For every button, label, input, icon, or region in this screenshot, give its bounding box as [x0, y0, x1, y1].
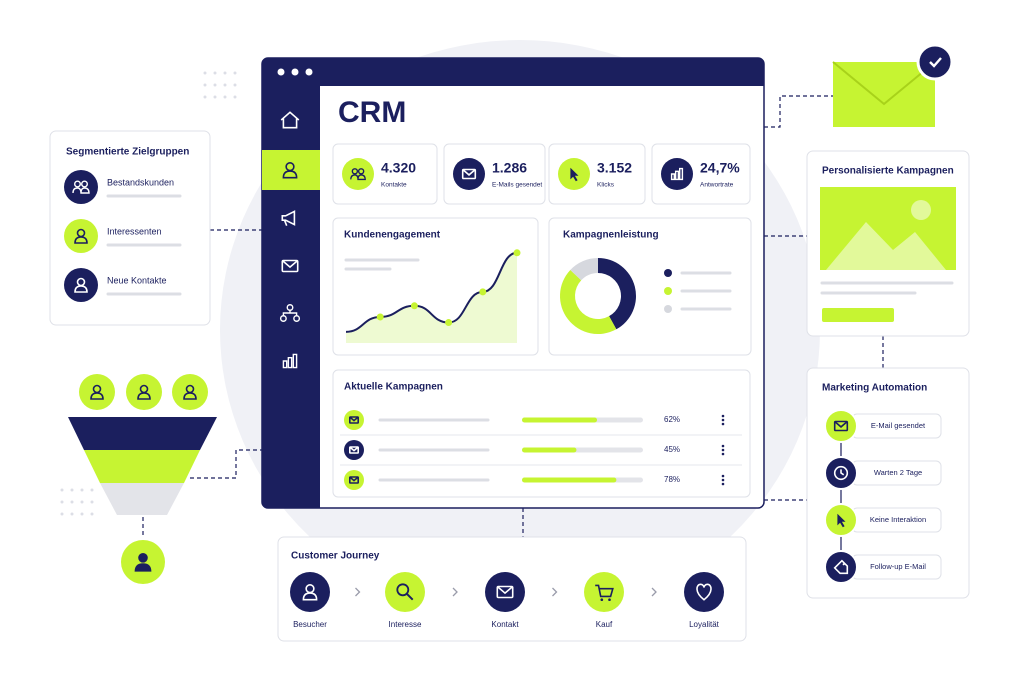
card-title: Customer Journey — [291, 551, 380, 562]
legend-dot — [664, 287, 672, 295]
funnel-bottom — [100, 483, 184, 515]
progress-bar — [522, 477, 617, 483]
chevron — [452, 587, 458, 597]
donut-slice — [598, 258, 636, 330]
kpi-icon-bg — [342, 158, 374, 190]
funnel-people — [79, 374, 208, 410]
kpi-label: E-Mails gesendet — [492, 182, 542, 189]
kebab-dot — [721, 482, 725, 486]
kebab-dot — [721, 418, 725, 422]
card-title: Kampagnenleistung — [563, 230, 659, 241]
kpi-value: 1.286 — [492, 160, 527, 176]
legend-dot — [664, 269, 672, 277]
image-sun — [911, 200, 931, 220]
kebab-dot — [721, 414, 725, 418]
chevron — [355, 587, 361, 597]
progress-label: 62% — [664, 415, 680, 424]
step-label: Warten 2 Tage — [874, 468, 922, 477]
journey-label: Interesse — [389, 620, 422, 629]
kebab-dot — [721, 448, 725, 452]
connectors — [142, 95, 884, 538]
kpi-label: Klicks — [597, 182, 615, 189]
legend-dot — [664, 305, 672, 313]
kpi-label: Antwortrate — [700, 182, 734, 189]
line-point — [410, 302, 418, 310]
kebab-dot — [721, 478, 725, 482]
sidebar — [262, 86, 320, 508]
donut-slice — [570, 258, 598, 281]
journey-icon-bg — [584, 572, 624, 612]
crm-title: CRM — [338, 96, 406, 129]
kpi-value: 3.152 — [597, 160, 632, 176]
donut-slice — [560, 269, 617, 334]
funnel-middle — [84, 450, 200, 483]
line-point — [479, 288, 487, 296]
image-mountains — [826, 222, 946, 270]
kebab-dot — [721, 452, 725, 456]
journey-label: Kontakt — [491, 620, 519, 629]
segment-label: Bestandskunden — [107, 177, 174, 187]
step-icon-bg — [824, 550, 858, 584]
kebab-dot — [721, 474, 725, 478]
window-dots — [277, 68, 313, 76]
chevron — [552, 587, 558, 597]
journey-icon-bg — [684, 572, 724, 612]
funnel-top — [68, 417, 217, 450]
envelope-flap — [832, 61, 936, 106]
kpi-icon-bg — [661, 158, 693, 190]
card-title: Personalisierte Kampagnen — [822, 166, 954, 177]
step-label: Keine Interaktion — [870, 515, 926, 524]
cta-button[interactable] — [822, 308, 894, 322]
progress-bar — [522, 417, 598, 423]
segment-icon-bg — [64, 170, 98, 204]
progress-bar — [522, 447, 577, 453]
step-label: E-Mail gesendet — [871, 421, 926, 430]
kpi-value: 4.320 — [381, 160, 416, 176]
check-badge — [916, 43, 954, 81]
kebab-dot — [721, 422, 725, 426]
progress-label: 45% — [664, 445, 680, 454]
card-title: Aktuelle Kampagnen — [344, 382, 443, 393]
card-title: Segmentierte Zielgruppen — [66, 147, 189, 158]
card-title: Marketing Automation — [822, 383, 927, 394]
line-point — [376, 313, 384, 321]
progress-label: 78% — [664, 475, 680, 484]
kpi-label: Kontakte — [381, 182, 407, 189]
line-point — [445, 319, 453, 327]
kpi-value: 24,7% — [700, 160, 740, 176]
journey-icon-bg — [385, 572, 425, 612]
envelope — [833, 62, 935, 127]
chevron — [651, 587, 657, 597]
kebab-dot — [721, 444, 725, 448]
line-point — [513, 249, 521, 257]
journey-icon-bg — [485, 572, 525, 612]
journey-label: Loyalität — [689, 620, 720, 629]
card-title: Kundenengagement — [344, 230, 441, 241]
segment-label: Interessenten — [107, 226, 162, 236]
dot-grid — [60, 71, 237, 516]
journey-label: Kauf — [596, 620, 613, 629]
segment-label: Neue Kontakte — [107, 275, 167, 285]
line-area — [346, 252, 517, 343]
window-titlebar — [262, 58, 764, 86]
step-label: Follow-up E-Mail — [870, 562, 926, 571]
journey-label: Besucher — [293, 620, 327, 629]
